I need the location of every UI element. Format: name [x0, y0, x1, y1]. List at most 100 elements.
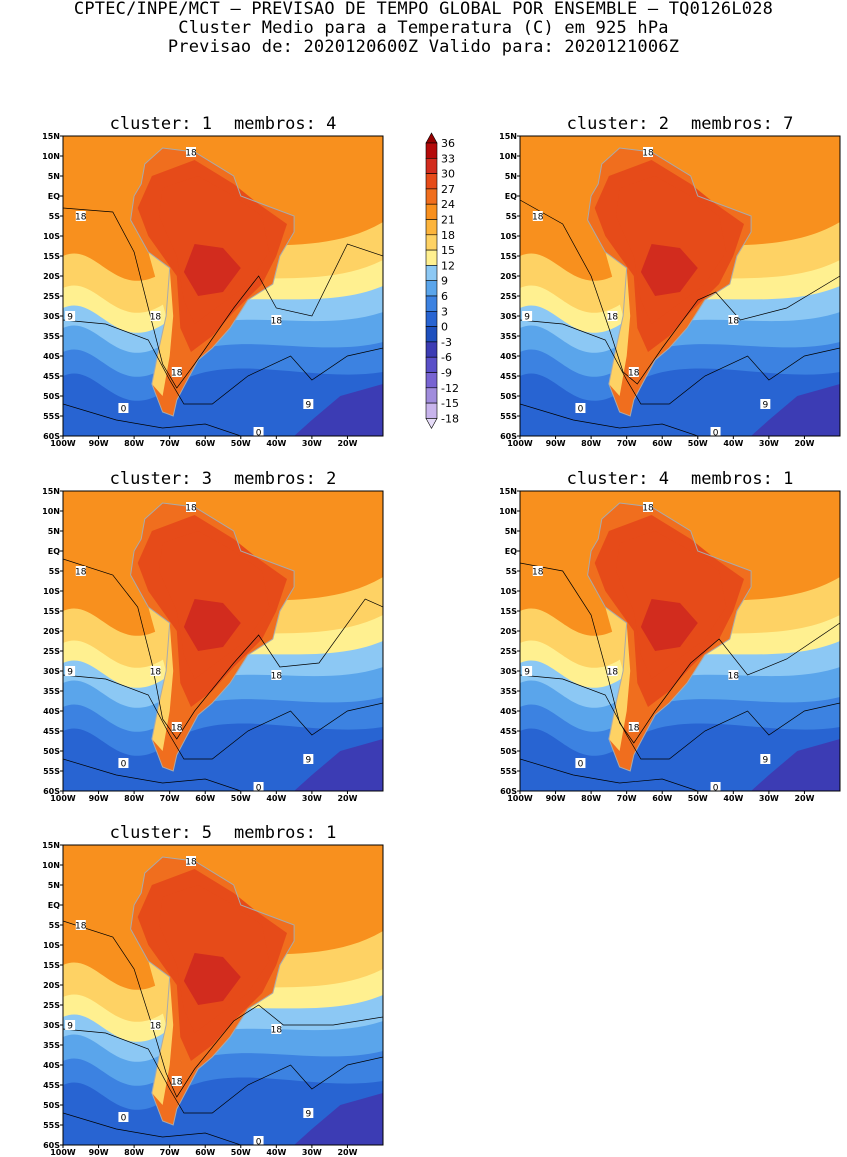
contour-label: 18 — [185, 149, 197, 159]
map-content — [520, 136, 840, 436]
lat-label: 55S — [500, 412, 517, 421]
lat-label: 60S — [500, 432, 517, 441]
lon-label: 100W — [507, 439, 533, 448]
lat-label: 30S — [43, 312, 60, 321]
contour-label: 18 — [150, 313, 162, 323]
lat-label: 35S — [500, 332, 517, 341]
lat-label: 5N — [505, 527, 517, 536]
lon-label: 90W — [546, 439, 566, 448]
contour-label-bg — [75, 920, 86, 930]
contour-label: 9 — [762, 401, 768, 411]
lat-label: 10S — [43, 232, 60, 241]
contour-label-bg — [75, 566, 86, 576]
contour-label-bg — [628, 722, 639, 732]
map-content — [520, 491, 840, 791]
lon-label: 30W — [302, 439, 322, 448]
continent-hottest — [183, 599, 241, 651]
lat-label: 15N — [42, 487, 60, 496]
contour-label: 0 — [256, 1138, 262, 1148]
colorbar-label: 24 — [441, 198, 455, 211]
contour-label-bg — [760, 399, 771, 409]
contour-label-bg — [253, 427, 264, 437]
lat-label: 50S — [500, 747, 517, 756]
contour-label: 0 — [578, 405, 584, 415]
colorbar-segment — [425, 173, 438, 190]
lon-label: 50W — [688, 794, 708, 803]
temp-band-minus3 — [294, 1093, 383, 1145]
contour-label-bg — [575, 758, 586, 768]
contour-label-bg — [303, 754, 314, 764]
lat-label: 35S — [500, 687, 517, 696]
lon-label: 80W — [581, 439, 601, 448]
lon-label: 100W — [50, 794, 76, 803]
contour-9 — [63, 674, 383, 760]
map-frame — [519, 135, 841, 437]
colorbar-label: -12 — [441, 382, 459, 395]
temp-band-minus3 — [751, 384, 840, 436]
lat-label: 45S — [500, 727, 517, 736]
continent-hottest — [640, 244, 698, 296]
contour-label-bg — [710, 782, 721, 792]
colorbar-label: 3 — [441, 305, 448, 318]
lon-label: 80W — [124, 1148, 144, 1157]
colorbar-segment — [425, 203, 438, 220]
colorbar-label: 21 — [441, 214, 455, 227]
andes-cool — [605, 607, 631, 751]
contour-label-bg — [65, 1020, 76, 1030]
panel-title-2: cluster: 2 membros: 7 — [520, 114, 840, 134]
contour-label-bg — [532, 211, 543, 221]
lat-label: 50S — [43, 747, 60, 756]
lon-label: 40W — [723, 794, 743, 803]
lon-label: 70W — [160, 439, 180, 448]
membros-label: membros: 1 — [234, 823, 337, 843]
contour-9 — [63, 1028, 383, 1114]
lon-label: 80W — [581, 794, 601, 803]
contour-label: 0 — [713, 429, 719, 439]
lat-label: 5S — [49, 567, 61, 576]
lat-label: 25S — [43, 1001, 60, 1010]
lat-label: 10S — [43, 941, 60, 950]
lon-label: 50W — [231, 439, 251, 448]
lon-label: 60W — [652, 794, 672, 803]
coastline — [130, 502, 295, 772]
contour-label: 18 — [150, 1022, 162, 1032]
lon-label: 20W — [337, 439, 357, 448]
contour-label-bg — [710, 427, 721, 437]
lat-label: 55S — [500, 767, 517, 776]
contour-label: 18 — [532, 213, 544, 223]
contour-label-bg — [118, 758, 129, 768]
panel-title-3: cluster: 3 membros: 2 — [63, 469, 383, 489]
header-line-2: Cluster Medio para a Temperatura (C) em … — [178, 18, 669, 38]
colorbar-segment — [425, 326, 438, 343]
contour-label: 18 — [75, 922, 87, 932]
contour-label: 18 — [185, 858, 197, 868]
colorbar-label: -3 — [441, 336, 452, 349]
contour-label: 18 — [642, 504, 654, 514]
membros-label: membros: 2 — [234, 469, 337, 489]
lon-label: 60W — [195, 794, 215, 803]
colorbar-label: 18 — [441, 229, 455, 242]
contour-label: 18 — [628, 724, 640, 734]
lat-label: 30S — [500, 312, 517, 321]
contour-label: 18 — [271, 672, 283, 682]
lon-label: 100W — [507, 794, 533, 803]
map-frame — [519, 490, 841, 792]
figure-header: CPTEC/INPE/MCT – PREVISAO DE TEMPO GLOBA… — [0, 0, 847, 57]
lat-label: 5S — [506, 212, 518, 221]
contour-18 — [520, 562, 840, 744]
colorbar-label: 9 — [441, 275, 448, 288]
lon-label: 40W — [266, 1148, 286, 1157]
colorbar-label: 33 — [441, 152, 455, 165]
lat-label: 25S — [500, 292, 517, 301]
contour-label: 0 — [121, 405, 127, 415]
colorbar-segment — [425, 402, 438, 419]
lon-label: 20W — [337, 794, 357, 803]
contour-label: 9 — [67, 313, 73, 323]
lon-label: 60W — [652, 439, 672, 448]
colorbar-label: 6 — [441, 290, 448, 303]
colorbar-segment — [425, 234, 438, 251]
lon-label: 50W — [688, 439, 708, 448]
lat-label: 45S — [43, 1081, 60, 1090]
colorbar-label: 27 — [441, 183, 455, 196]
